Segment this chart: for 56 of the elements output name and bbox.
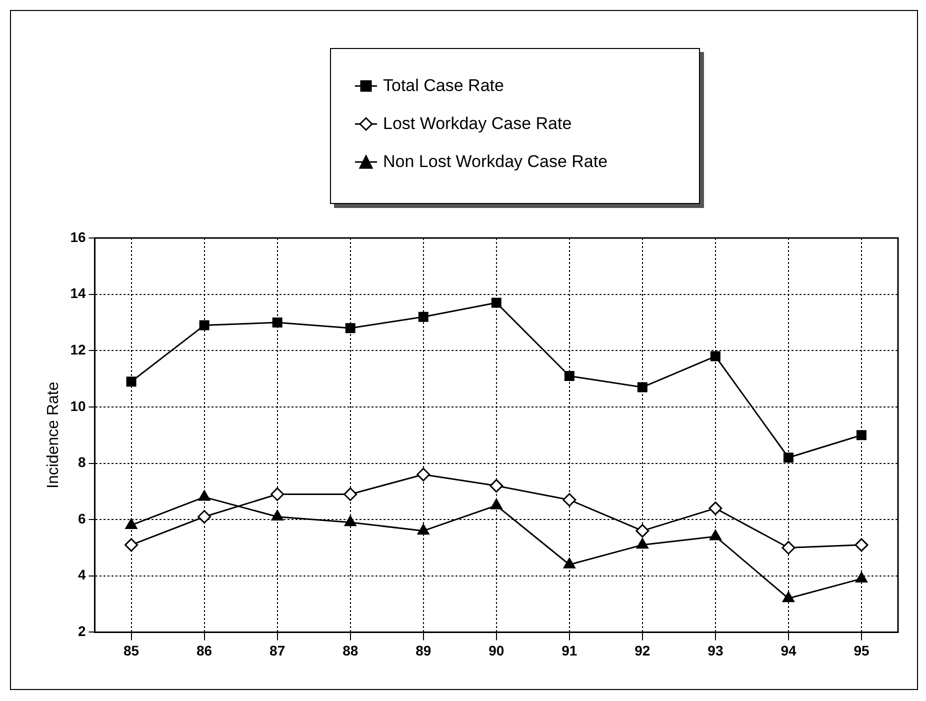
point <box>710 351 720 362</box>
point <box>636 538 648 549</box>
y-tick-label: 12 <box>70 341 86 358</box>
y-tick-label: 8 <box>78 454 86 470</box>
point <box>563 558 576 568</box>
y-tick-label: 6 <box>78 510 86 526</box>
y-axis-title: Incidence Rate <box>45 382 62 488</box>
x-tick-label: 93 <box>708 642 724 658</box>
point <box>345 323 356 334</box>
point <box>416 468 430 482</box>
x-tick-label: 92 <box>634 642 650 658</box>
y-tick-label: 16 <box>70 228 86 245</box>
y-tick-label: 2 <box>78 623 86 640</box>
point <box>564 370 574 381</box>
legend-label: Lost Workday Case Rate <box>383 114 572 134</box>
y-tick-label: 10 <box>70 398 86 414</box>
x-tick-label: 90 <box>488 642 504 658</box>
point <box>270 487 284 501</box>
point <box>124 538 138 552</box>
point <box>344 516 356 526</box>
legend-label: Non Lost Workday Case Rate <box>383 152 608 172</box>
y-tick-label: 4 <box>78 566 86 583</box>
point <box>417 524 430 535</box>
point <box>710 530 722 540</box>
point <box>856 572 868 582</box>
point <box>637 382 648 392</box>
point <box>272 317 282 328</box>
point <box>271 510 284 521</box>
x-tick-label: 89 <box>416 642 432 658</box>
point <box>708 502 722 516</box>
point <box>562 493 576 507</box>
point <box>199 320 210 330</box>
point <box>491 298 502 308</box>
x-tick-label: 91 <box>562 642 578 658</box>
point <box>418 312 428 322</box>
x-tick-label: 85 <box>123 642 140 658</box>
point <box>198 490 210 501</box>
point <box>490 479 504 493</box>
point <box>782 592 794 602</box>
x-tick-label: 88 <box>342 642 358 658</box>
x-tick-label: 87 <box>270 642 286 658</box>
point <box>490 498 502 510</box>
x-tick-label: 94 <box>780 642 796 658</box>
point <box>198 510 212 524</box>
x-tick-label: 95 <box>854 642 870 658</box>
legend-label: Total Case Rate <box>383 76 504 96</box>
point <box>125 518 138 529</box>
point <box>783 452 794 463</box>
point <box>344 487 358 501</box>
point <box>856 430 866 440</box>
y-tick-label: 14 <box>70 285 86 302</box>
point <box>854 538 868 552</box>
x-tick-label: 86 <box>196 642 212 658</box>
point <box>636 524 650 538</box>
point <box>126 376 136 387</box>
point <box>782 540 796 554</box>
